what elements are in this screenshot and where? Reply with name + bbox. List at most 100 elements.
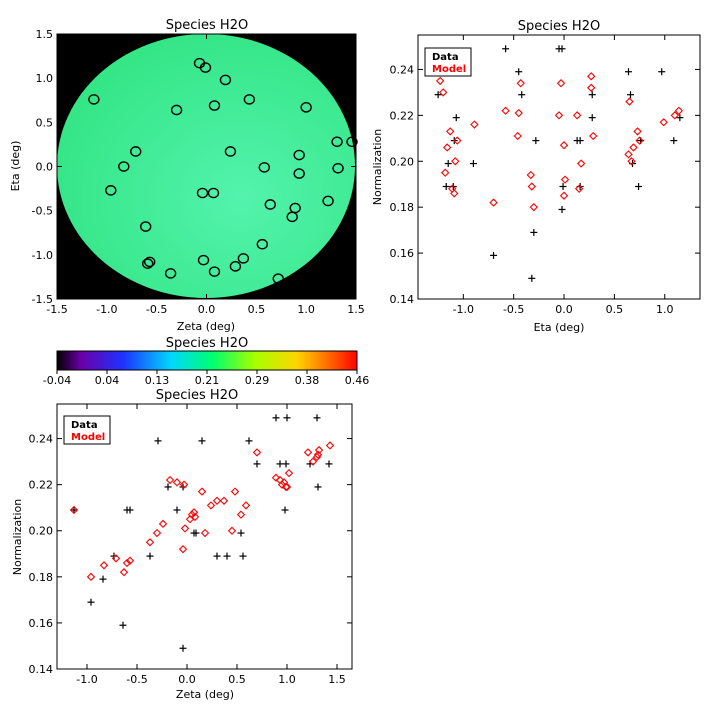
zeta-xtick-label: 0.0 (178, 673, 196, 686)
map-source-marker (229, 261, 242, 272)
eta-model-point (435, 76, 445, 86)
eta-model-point (629, 143, 638, 152)
zeta-data-point (70, 506, 78, 514)
eta-ytick-label: 0.18 (390, 201, 415, 214)
zeta-legend: Data Model (63, 415, 111, 445)
map-xtick-label: -0.5 (146, 303, 167, 316)
zeta-model-point (281, 482, 291, 492)
map-source-marker (199, 62, 212, 73)
eta-model-point (443, 143, 452, 152)
colorbar-gradient (56, 350, 358, 371)
eta-xtick-label: 0.5 (606, 303, 624, 316)
eta-model-point (470, 120, 479, 129)
zeta-panel: Species H2O -1.0 -0.5 0.0 0.5 1.0 1.5 0.14 0.16… (11, 388, 353, 701)
eta-xtick-label: -0.5 (503, 303, 524, 316)
map-source-marker (140, 221, 152, 232)
zeta-data-point (119, 621, 127, 629)
colorbar-panel: Species H2O -0.04 0.04 0.13 0.21 0.29 0.38 0.4… (43, 336, 369, 387)
zeta-ytick-label: 0.20 (29, 525, 54, 538)
eta-panel: Species H2O -1.0 -0.5 0.0 0.5 1.0 0.14 0.16 0.1… (371, 19, 701, 334)
eta-data-point (658, 68, 666, 76)
zeta-data-point (154, 437, 162, 445)
eta-data-point (627, 91, 635, 99)
eta-xtick-label: -1.0 (453, 303, 474, 316)
map-source-marker (293, 149, 305, 161)
zeta-data-point (245, 437, 253, 445)
map-source-marker (258, 162, 271, 173)
map-title: Species H2O (166, 18, 248, 33)
eta-model-point (560, 175, 570, 184)
map-axes: -1.5 -1.0 -0.5 0.0 0.5 1.0 1.5 -1.5 -1.0 -0.5 0.0 0… (32, 28, 365, 316)
eta-model-point (576, 159, 586, 168)
zeta-data-point (272, 414, 280, 422)
zeta-model-point (111, 554, 121, 563)
zeta-title: Species H2O (156, 388, 238, 403)
eta-model-point (589, 131, 598, 141)
eta-model-point (674, 106, 684, 115)
map-panel: Species H2O -1.5 -1.0 -0.5 0.0 0.5 1.0 1.5-1.5… (9, 18, 365, 333)
zeta-model-point (313, 450, 323, 459)
zeta-model-point (230, 487, 240, 496)
zeta-model-point (277, 480, 287, 489)
eta-model-point (526, 170, 535, 180)
colorbar-tick-label: 0.13 (145, 374, 170, 387)
map-ytick-label: -1.0 (32, 249, 53, 262)
zeta-frame (56, 403, 353, 670)
eta-model-point (501, 106, 510, 115)
zeta-model-point (152, 528, 162, 538)
map-xtick-label: -1.0 (96, 303, 117, 316)
zeta-model-point (145, 538, 155, 547)
eta-data-point (559, 183, 567, 191)
zeta-points (69, 414, 335, 652)
zeta-model-point (200, 528, 210, 538)
map-source-marker (208, 266, 221, 277)
map-xlabel: Zeta (deg) (177, 320, 235, 333)
eta-data-point (530, 228, 538, 236)
zeta-model-point (122, 558, 132, 568)
zeta-axes: -1.0 -0.5 0.0 0.5 1.0 1.5 0.14 0.16 0.18 0.20 0.22… (29, 404, 352, 686)
zeta-model-point (241, 501, 251, 510)
zeta-data-point (213, 552, 221, 560)
zeta-xtick-label: 1.5 (328, 673, 346, 686)
zeta-xlabel: Zeta (deg) (176, 688, 234, 701)
map-xtick-label: 0.5 (248, 303, 266, 316)
eta-legend-box (424, 47, 472, 77)
eta-model-point (514, 108, 523, 118)
map-field (57, 34, 355, 298)
map-source-marker (286, 211, 298, 223)
map-source-marker (224, 146, 237, 157)
zeta-data-point (314, 483, 322, 491)
map-source-marker (264, 199, 276, 210)
zeta-data-point (146, 552, 154, 560)
map-xtick-label: -1.5 (46, 303, 67, 316)
eta-data-point (515, 68, 523, 76)
map-ytick-label: 0.5 (36, 116, 54, 129)
eta-model-point (441, 168, 450, 177)
eta-ylabel: Normalization (371, 129, 384, 205)
colorbar-tick-label: -0.04 (43, 374, 71, 387)
zeta-model-point (271, 473, 281, 482)
zeta-data-point (198, 437, 206, 445)
eta-model-point (574, 184, 584, 193)
eta-data-point (588, 91, 596, 99)
zeta-data-point (87, 598, 95, 606)
map-xtick-label: 1.5 (347, 303, 365, 316)
eta-ytick-label: 0.16 (390, 247, 415, 260)
eta-legend-data: Data (432, 52, 459, 63)
eta-data-point (452, 114, 460, 122)
eta-model-point (587, 83, 596, 92)
eta-ytick-label: 0.22 (390, 109, 415, 122)
map-source-marker (143, 256, 156, 268)
zeta-data-point (164, 483, 172, 491)
eta-model-point (450, 189, 459, 198)
map-source-marker (322, 195, 334, 207)
map-source-marker (88, 94, 100, 105)
map-source-marker (105, 185, 117, 196)
eta-model-point (554, 111, 564, 120)
zeta-model-point (125, 556, 135, 565)
eta-data-point (528, 274, 536, 282)
zeta-model-point (312, 452, 322, 462)
zeta-xtick-label: 1.0 (278, 673, 296, 686)
zeta-data-point (179, 644, 187, 652)
